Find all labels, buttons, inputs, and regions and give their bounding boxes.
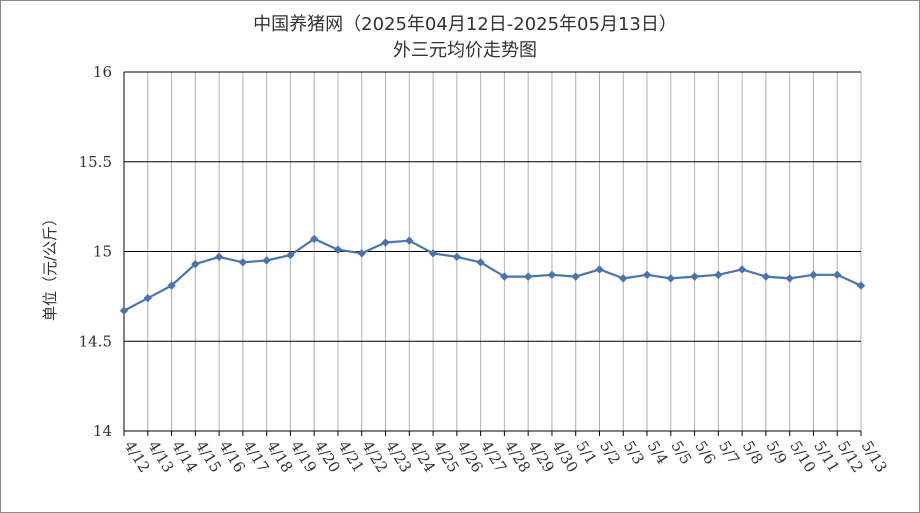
grid [123,71,862,436]
data-point-marker [262,256,271,265]
data-point-marker [119,306,129,315]
x-tick-label: 5/8 [739,438,767,468]
data-point-marker [666,274,676,283]
data-point-marker [333,245,343,254]
x-tick-label: 5/13 [858,438,891,476]
x-tick-label: 5/3 [620,438,648,468]
x-tick-label: 5/6 [691,438,719,468]
chart-subtitle: 外三元均价走势图 [393,40,537,61]
data-point-marker [595,265,604,274]
y-tick-label: 16 [93,63,112,81]
data-point-marker [737,265,747,274]
y-tick-labels: 14 14.5 15 15.5 16 [79,63,112,440]
data-point-marker [381,238,390,247]
series-line [119,234,866,315]
data-point-marker [405,236,414,245]
x-tick-label: 5/2 [596,438,624,468]
data-point-marker [809,270,818,280]
data-point-marker [571,272,580,281]
data-point-marker [167,281,176,290]
data-point-marker [476,258,485,267]
y-axis-label: 单位（元/公斤） [41,211,59,321]
data-point-marker [714,270,723,280]
data-point-marker [523,272,533,281]
data-point-marker [357,249,366,258]
x-tick-label: 5/5 [667,438,695,468]
x-tick-label: 5/9 [763,438,791,468]
y-tick-label: 15.5 [79,153,112,171]
data-point-marker [309,234,319,244]
chart-title: 中国养猪网（2025年04月12日-2025年05月13日） [253,14,677,35]
data-point-marker [642,270,652,280]
data-point-marker [690,272,699,281]
data-point-marker [761,272,771,281]
y-tick-label: 14 [93,422,112,440]
data-point-marker [238,258,248,267]
data-point-marker [547,270,557,280]
data-point-marker [619,274,628,283]
data-point-marker [286,250,295,260]
y-tick-label: 15 [93,243,112,261]
data-point-marker [214,252,224,262]
data-point-marker [833,270,842,280]
data-point-marker [191,259,200,269]
data-point-marker [428,249,438,258]
x-tick-label: 5/7 [715,438,743,468]
x-tick-label: 5/4 [644,438,672,468]
data-point-marker [500,272,509,281]
data-point-marker [452,252,462,262]
y-tick-label: 14.5 [79,332,112,350]
data-point-marker [856,281,866,290]
x-tick-labels: 4/124/134/144/154/164/174/184/194/204/21… [121,438,891,476]
data-point-marker [785,274,794,283]
series-polyline [123,237,862,312]
data-point-marker [143,293,152,303]
